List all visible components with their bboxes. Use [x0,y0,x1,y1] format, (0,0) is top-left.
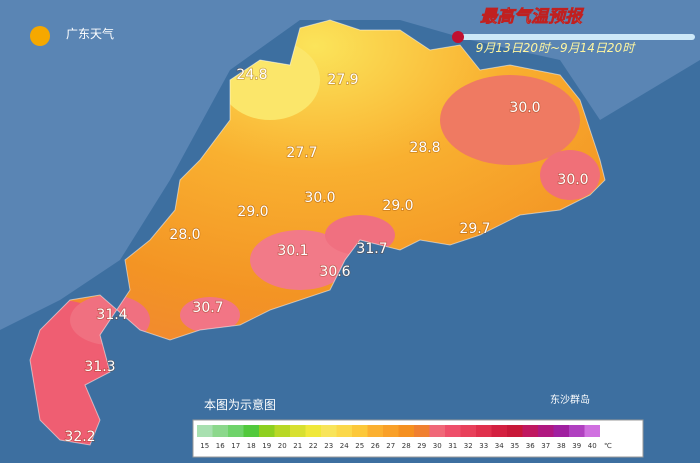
legend-unit: ℃ [604,442,612,450]
legend-label: 31 [448,442,457,450]
legend-swatch [305,425,321,437]
legend-label: 27 [386,442,395,450]
legend-swatch [569,425,585,437]
temperature-label: 31.3 [84,359,115,375]
legend-swatch [243,425,259,437]
legend-label: 39 [572,442,581,450]
legend-label: 19 [262,442,271,450]
legend-label: 22 [309,442,318,450]
temperature-label: 30.7 [192,300,223,316]
title: 最高气温预报 [480,7,585,27]
legend-swatch [274,425,290,437]
legend-swatch [383,425,399,437]
temperature-label: 31.4 [96,307,127,323]
legend-label: 38 [557,442,566,450]
temperature-label: 30.0 [557,172,588,188]
legend-label: 33 [479,442,488,450]
legend-swatch [491,425,507,437]
legend-swatch [290,425,306,437]
legend-swatch [212,425,228,437]
legend-label: 21 [293,442,302,450]
legend-swatch [507,425,523,437]
legend-swatch [538,425,554,437]
temperature-label: 31.7 [356,241,387,257]
logo-icon [30,26,50,46]
legend-label: 32 [464,442,473,450]
legend-label: 15 [200,442,209,450]
legend-label: 20 [278,442,287,450]
legend-swatch [336,425,352,437]
legend-label: 34 [495,442,504,450]
legend-label: 18 [247,442,256,450]
legend-swatch [476,425,492,437]
legend-swatch [429,425,445,437]
legend-label: 36 [526,442,535,450]
temperature-label: 29.7 [459,221,490,237]
legend-label: 26 [371,442,380,450]
temperature-label: 30.0 [304,190,335,206]
legend-label: 35 [510,442,519,450]
title-bar [455,34,695,40]
legend-swatch [398,425,414,437]
mainland-outside [0,0,700,330]
legend-label: 24 [340,442,349,450]
legend-label: 29 [417,442,426,450]
logo-text: 广东天气 [66,26,114,41]
legend-label: 40 [588,442,597,450]
legend-swatch [522,425,538,437]
legend-swatch [414,425,430,437]
legend-label: 30 [433,442,442,450]
temperature-label: 30.1 [277,243,308,259]
legend-label: 28 [402,442,411,450]
temperature-label: 27.7 [286,145,317,161]
legend-swatch [460,425,476,437]
temperature-label: 30.0 [509,100,540,116]
legend-swatch [228,425,244,437]
legend-swatch [197,425,213,437]
period: 9月13日20时~9月14日20时 [476,41,636,55]
temperature-label: 24.8 [236,67,267,83]
legend-swatch [352,425,368,437]
legend-label: 17 [231,442,240,450]
temperature-label: 32.2 [64,429,95,445]
temperature-label: 28.8 [409,140,440,156]
legend-swatch [445,425,461,437]
temperature-label: 29.0 [382,198,413,214]
legend-swatch [321,425,337,437]
island-label: 东沙群岛 [550,393,590,406]
temperature-label: 30.6 [319,264,350,280]
temperature-label: 29.0 [237,204,268,220]
note: 本图为示意图 [204,397,276,412]
temperature-label: 27.9 [327,72,358,88]
legend-label: 16 [216,442,225,450]
legend-label: 23 [324,442,333,450]
legend-swatch [553,425,569,437]
title-bar-dot [452,31,464,43]
legend-swatch [584,425,600,437]
legend-label: 25 [355,442,364,450]
legend-swatch [259,425,275,437]
temperature-label: 28.0 [169,227,200,243]
legend-label: 37 [541,442,550,450]
legend-swatch [367,425,383,437]
